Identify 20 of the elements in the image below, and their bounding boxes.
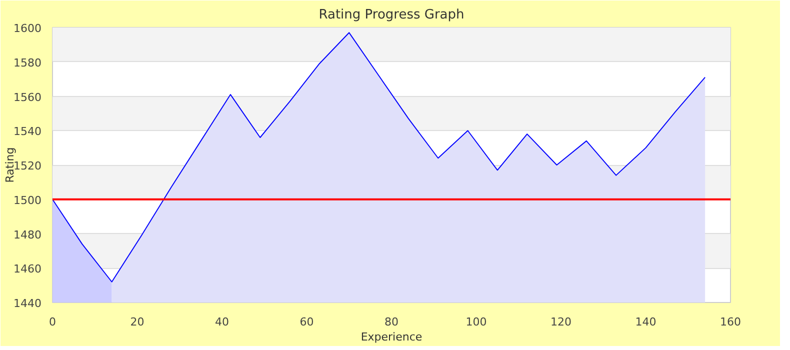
x-axis-title: Experience [360,330,422,344]
x-tick-label: 140 [635,316,656,328]
x-tick-label: 0 [49,316,56,328]
chart-title: Rating Progress Graph [318,8,464,22]
x-tick-label: 60 [300,316,314,328]
x-tick-label: 100 [466,316,487,328]
x-tick-label: 40 [215,316,229,328]
y-tick-label: 1540 [14,125,42,138]
y-tick-label: 1600 [14,22,42,35]
x-tick-label: 120 [550,316,572,328]
y-tick-label: 1500 [14,194,42,207]
line-series [52,32,706,282]
x-tick-label: 20 [130,316,144,328]
x-tick-label: 160 [720,316,741,328]
y-tick-label: 1580 [14,56,42,70]
y-tick-label: 1480 [14,228,42,242]
x-tick-label: 80 [384,316,398,328]
y-tick-label: 1460 [14,262,42,276]
y-tick-label: 1440 [14,297,42,310]
y-tick-label: 1560 [14,90,42,104]
